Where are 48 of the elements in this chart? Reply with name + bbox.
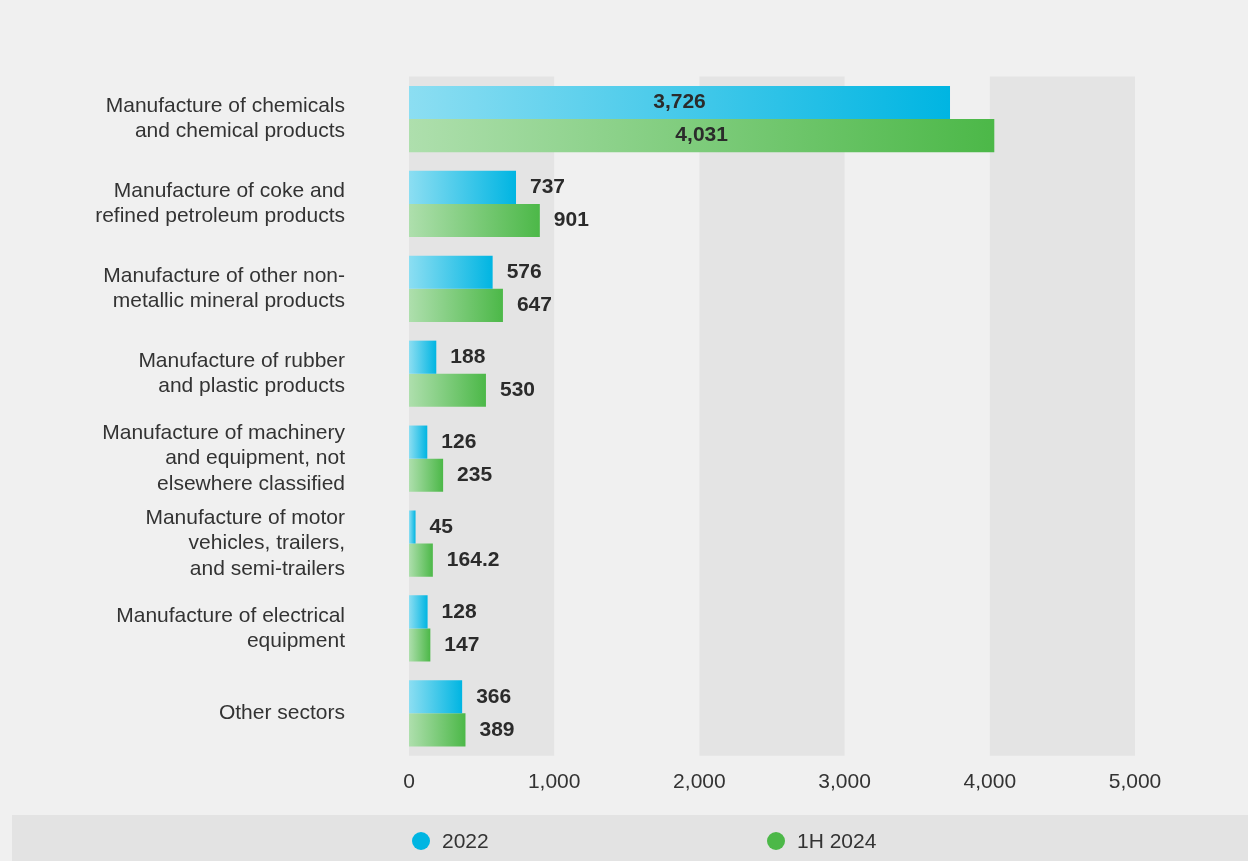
data-label: 530 [499, 377, 535, 401]
data-label: 366 [476, 683, 512, 707]
bar [409, 255, 493, 289]
data-label: 164.2 [446, 546, 500, 570]
data-label: 126 [441, 428, 477, 452]
y-tick-label: Manufacture of other non- metallic mineral products [103, 263, 345, 312]
bar [409, 628, 431, 662]
x-tick-label: 1,000 [527, 769, 581, 793]
bar [409, 203, 540, 238]
x-tick-label: 2,000 [673, 769, 726, 793]
bar [409, 595, 428, 629]
data-label: 3,726 [653, 89, 706, 113]
y-tick-label: Manufacture of rubber and plastic products [138, 347, 345, 397]
y-tick-label: Manufacture of coke and refined petroleum products [95, 178, 345, 227]
data-label: 128 [441, 598, 477, 622]
data-label: 147 [444, 631, 480, 655]
bar [409, 543, 433, 577]
bar [409, 713, 466, 747]
y-tick-label: Other sectors [218, 700, 345, 724]
bar [409, 680, 463, 714]
bar [409, 510, 416, 544]
x-tick-label: 0 [403, 769, 415, 793]
data-label: 576 [506, 259, 542, 283]
x-tick-label: 4,000 [963, 769, 1017, 793]
y-tick-label: Manufacture of machinery and equipment, not elsewhere classified [102, 420, 346, 494]
bar [409, 373, 486, 407]
data-label: 188 [450, 343, 486, 367]
bar [409, 425, 428, 459]
y-tick-label: Manufacture of motor vehicles, trailers, and semi-trailers [145, 505, 346, 579]
bar [409, 458, 444, 492]
x-tick-label: 5,000 [1108, 769, 1162, 793]
y-tick-label: Manufacture of chemicals and chemical products [105, 93, 345, 142]
data-label: 389 [479, 716, 515, 740]
bar [409, 170, 517, 204]
legend-label: 2022 [442, 829, 489, 853]
bar [409, 85, 951, 120]
bar [409, 340, 437, 374]
data-label: 737 [530, 174, 566, 198]
data-label: 647 [516, 292, 552, 316]
data-label: 235 [457, 462, 493, 485]
data-label: 901 [553, 207, 590, 231]
y-tick-label: Manufacture of electrical equipment [116, 602, 346, 651]
bar [409, 288, 503, 322]
data-label: 45 [429, 513, 454, 537]
bar [409, 119, 995, 153]
legend-label: 1H 2024 [797, 829, 877, 853]
x-tick-label: 3,000 [818, 769, 871, 793]
data-label: 4,031 [675, 122, 729, 146]
